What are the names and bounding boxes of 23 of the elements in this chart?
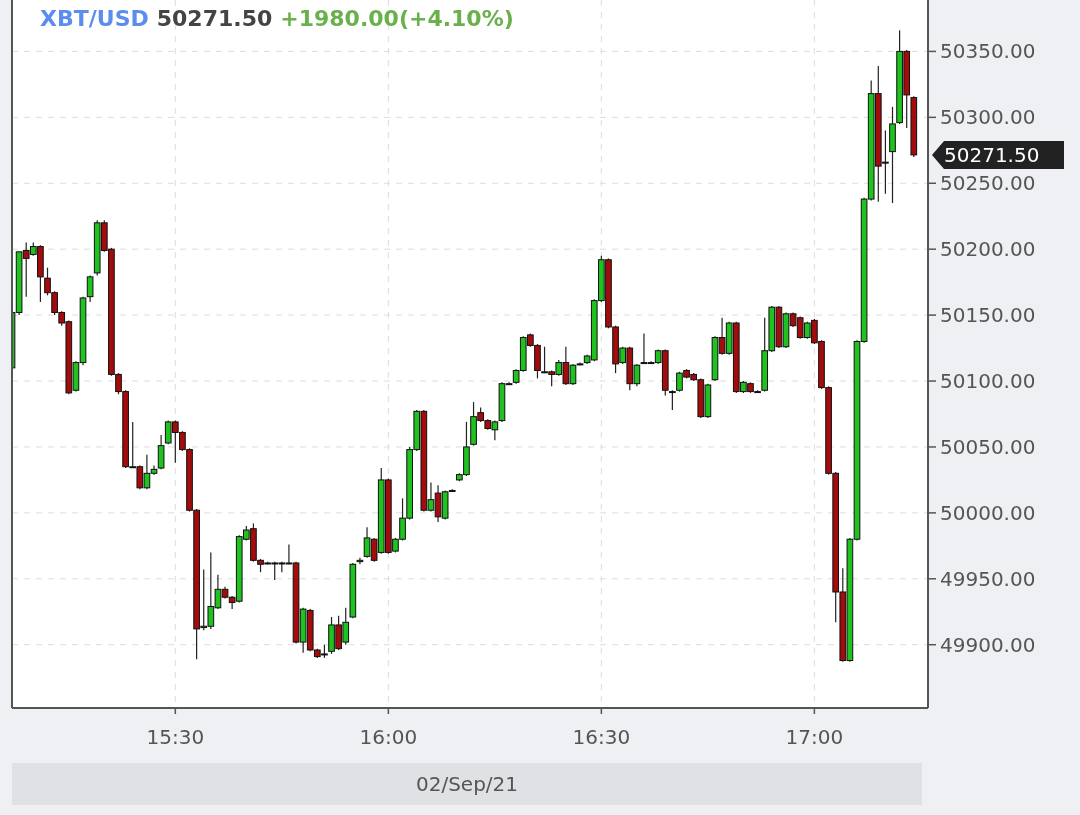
x-tick-label: 16:30 bbox=[572, 725, 631, 749]
x-tick-label: 16:00 bbox=[359, 725, 418, 749]
chart-title: XBT/USD bbox=[40, 6, 149, 31]
y-tick-label: 50000.00 bbox=[940, 500, 1036, 525]
y-tick-label: 50250.00 bbox=[940, 171, 1036, 196]
candlestick bbox=[157, 434, 165, 470]
y-tick-label: 50150.00 bbox=[940, 303, 1036, 328]
y-tick-label: 50200.00 bbox=[940, 237, 1036, 262]
y-tick-label: 50350.00 bbox=[940, 39, 1036, 64]
x-tick-label: 17:00 bbox=[785, 725, 844, 749]
y-tick-label: 50300.00 bbox=[940, 105, 1036, 130]
y-tick-label: 49950.00 bbox=[940, 566, 1036, 591]
candlestick bbox=[669, 389, 676, 411]
chart-subtitle: 50271.50 bbox=[156, 6, 273, 31]
y-tick-label: 50050.00 bbox=[940, 434, 1036, 459]
annotation: +1980.00(+4.10%) bbox=[280, 6, 514, 31]
text: 50271.50 bbox=[944, 143, 1040, 168]
x-tick-label: 15:30 bbox=[146, 725, 205, 749]
y-tick-label: 49900.00 bbox=[940, 632, 1036, 657]
y-tick-label: 50100.00 bbox=[940, 369, 1036, 394]
x-axis-title: 02/Sep/21 bbox=[415, 772, 519, 796]
candlestick bbox=[86, 274, 94, 303]
candlestick bbox=[356, 557, 364, 565]
